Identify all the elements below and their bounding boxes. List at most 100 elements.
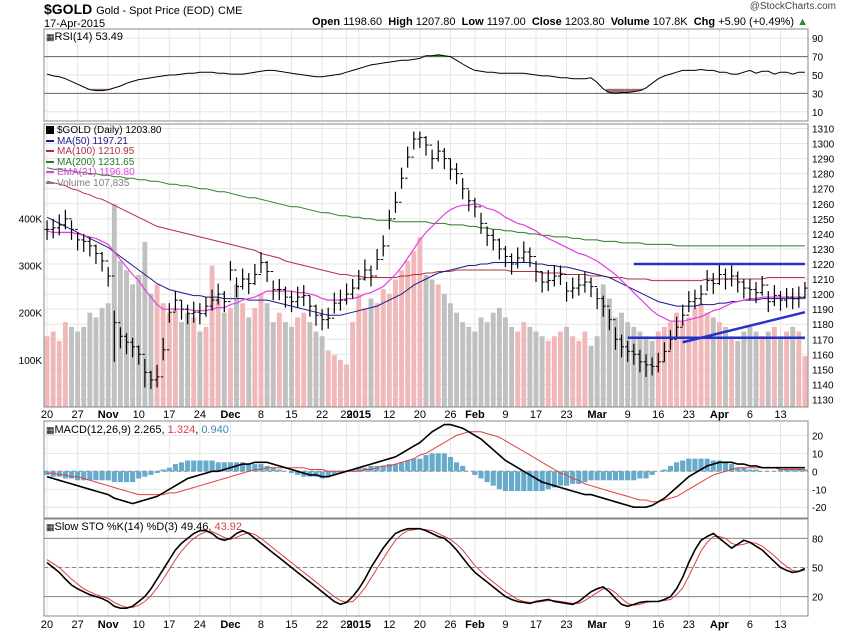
volume-bar [380,289,386,407]
legend-swatch-icon [46,150,54,153]
volume-bar [460,322,466,407]
macd-histogram-bar [160,469,166,472]
macd-histogram-bar [784,469,790,472]
sto-d-value: 43.92 [214,521,243,533]
macd-histogram-bar [166,467,172,472]
macd-histogram-bar [729,464,735,472]
volume-bar [594,336,600,407]
x-tick-label: 8 [258,409,264,421]
sto-icon: ▦ [46,522,55,532]
rsi-line [46,54,805,94]
volume-bar [588,345,594,407]
volume-bar [454,312,460,407]
macd-histogram-bar [521,471,527,492]
legend-swatch-icon [46,160,54,163]
volume-bar [148,293,154,407]
volume-bar [227,307,233,407]
macd-histogram-bar [405,460,411,472]
sto-y-tick-label: 50 [812,564,824,575]
volume-bar [172,307,178,407]
volume-bar [81,326,87,407]
macd-histogram-bar [423,455,429,472]
trendline [682,310,806,344]
ohlc-bar-icon [46,126,54,135]
volume-tick-label: 400K [19,214,43,225]
volume-bar [276,312,282,407]
volume-bar [778,336,783,407]
macd-histogram-bar [735,467,741,472]
rsi-y-tick-label: 70 [812,53,824,64]
sto-y-tick-label: 80 [812,534,824,545]
volume-bar [509,326,515,407]
x-tick-label: 27 [71,409,83,421]
rsi-oversold-fill [630,88,637,92]
volume-bar [252,307,258,407]
x-tick-label: 20 [41,409,53,421]
volume-bar [741,331,747,407]
macd-histogram-bar [142,471,148,477]
macd-histogram-bar [209,460,215,472]
low-label: Low [461,16,484,28]
x-tick-label: Mar [587,619,607,631]
x-tick-label: Feb [465,409,485,421]
macd-histogram-bar [392,464,399,472]
macd-legend: ▦MACD(12,26,9) 2.265, 1.324, 0.940 [46,424,229,436]
macd-histogram-bar [350,469,356,472]
rsi-oversold-fill [618,88,625,93]
volume-bar [674,312,680,407]
volume-bar [441,293,447,407]
volume-label: Volume [610,16,650,28]
volume-bar [484,322,490,407]
macd-histogram-bar [747,469,753,472]
macd-histogram-bar [197,460,203,472]
macd-histogram-bar [643,471,649,479]
macd-value: 2.265 [134,424,162,436]
x-tick-label: 20 [414,409,426,421]
volume-bar [203,326,209,407]
volume-bar [62,322,68,407]
macd-histogram-bar [313,471,319,477]
volume-bar [527,326,533,407]
volume-bar [44,336,50,407]
macd-y-tick-label: 10 [812,449,824,460]
price-y-tick-label: 1290 [812,155,835,166]
x-tick-label: Nov [98,409,120,421]
volume-bar [411,251,417,407]
x-tick-label: 29 [340,619,352,631]
price-y-tick-label: 1140 [812,380,834,391]
rsi-y-tick-label: 10 [812,108,824,119]
macd-histogram-bar [667,465,674,472]
macd-histogram-bar [606,471,612,481]
price-y-tick-label: 1260 [812,200,835,211]
sto-d-line [46,528,805,608]
price-y-tick-label: 1160 [812,350,834,361]
macd-histogram-bar [307,471,313,477]
macd-histogram-bar [258,464,264,472]
macd-histogram-bar [130,471,136,483]
rsi-oversold-fill [636,88,643,91]
rsi-oversold-fill [624,88,631,93]
axis-layer: 20 20 27 27 Nov Nov 10 10 17 17 24 24 Dec Dec 8 8 15 15 22… [19,28,835,631]
volume-bar [600,284,606,407]
price-y-tick-label: 1180 [812,320,834,331]
macd-histogram-bar [319,471,325,479]
volume-bar [490,312,496,407]
macd-histogram-bar [576,471,582,484]
x-tick-label: 15 [285,409,297,421]
volume-bar [680,322,686,407]
price-y-tick-label: 1300 [812,140,835,151]
macd-histogram-bar [612,471,619,481]
macd-histogram-bar [288,471,295,474]
chg-label: Chg [693,16,716,28]
macd-histogram-bar [533,471,539,492]
volume-bar [270,322,276,407]
macd-histogram-bar [56,471,62,477]
macd-histogram-bar [270,467,276,472]
x-tick-label: Feb [465,619,485,631]
watermark: @StockCharts.com [749,1,836,12]
macd-histogram-bar [386,464,392,472]
macd-histogram-bar [698,458,704,472]
macd-histogram-bar [484,471,490,483]
macd-histogram-bar [301,471,307,477]
macd-histogram-bar [741,467,747,472]
